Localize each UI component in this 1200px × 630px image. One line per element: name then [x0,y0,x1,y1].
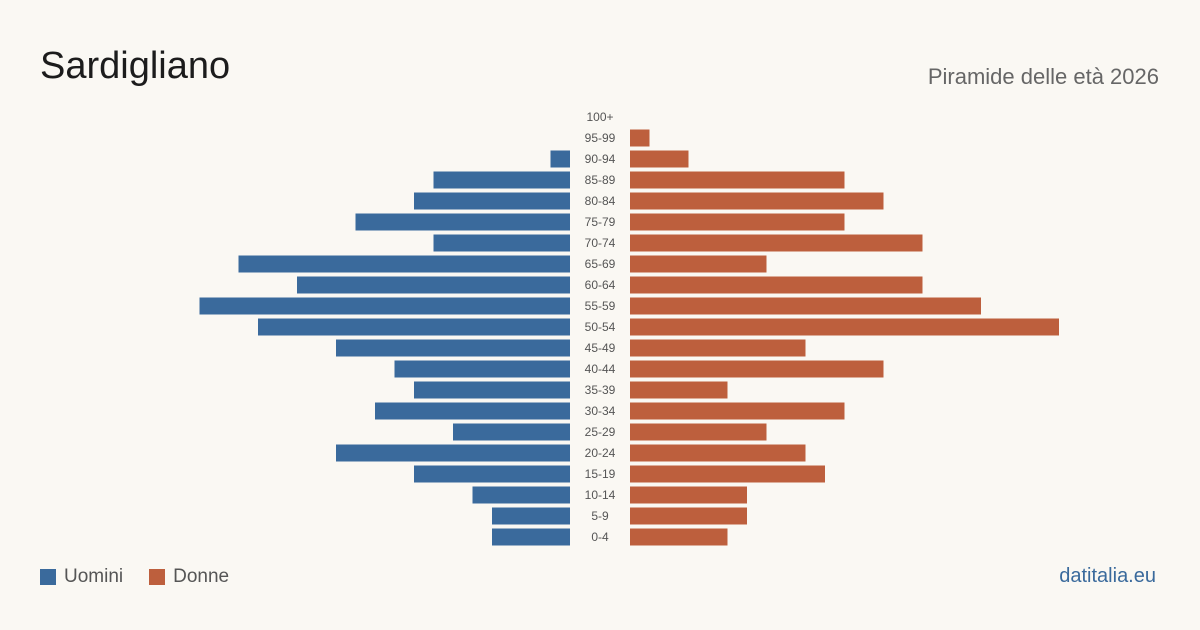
bar-male [375,402,570,420]
bar-female [630,234,923,252]
bar-female [630,255,767,273]
bar-male [199,297,570,315]
bar-female [630,339,806,357]
age-group-label: 35-39 [585,383,616,397]
bar-female [630,465,825,483]
bar-female [630,423,767,441]
bar-male [297,276,570,294]
bar-female [630,381,728,399]
bar-male [472,486,570,504]
bar-male [394,360,570,378]
bar-male [492,507,570,525]
age-group-label: 75-79 [585,215,616,229]
bar-female [630,171,845,189]
page-title: Sardigliano [40,45,231,87]
age-group-label: 30-34 [585,404,616,418]
bar-male [414,465,570,483]
bar-female [630,297,981,315]
age-group-label: 40-44 [585,362,616,376]
age-group-label: 95-99 [585,131,616,145]
bar-male [433,171,570,189]
age-group-label: 45-49 [585,341,616,355]
age-group-label: 55-59 [585,299,616,313]
legend-label-female: Donne [173,566,230,587]
age-group-label: 25-29 [585,425,616,439]
age-group-label: 70-74 [585,236,616,250]
age-group-label: 65-69 [585,257,616,271]
age-group-label: 20-24 [585,446,616,460]
source-link[interactable]: datitalia.eu [1059,565,1156,587]
bar-male [238,255,570,273]
bar-female [630,360,884,378]
age-group-label: 100+ [586,110,613,124]
bar-female [630,213,845,231]
bar-male [492,528,570,546]
bar-female [630,192,884,210]
legend-label-male: Uomini [64,566,124,587]
legend: Uomini Donne [40,566,255,588]
chart-subtitle: Piramide delle età 2026 [927,64,1159,89]
age-group-label: 15-19 [585,467,616,481]
bar-female [630,318,1059,336]
bar-female [630,276,923,294]
bar-male [433,234,570,252]
age-group-label: 80-84 [585,194,616,208]
bar-female [630,402,845,420]
legend-swatch-male [40,569,56,585]
bar-female [630,528,728,546]
bar-male [355,213,570,231]
legend-item-female: Donne [149,566,229,588]
age-group-label: 85-89 [585,173,616,187]
bar-male [414,381,570,399]
age-group-label: 90-94 [585,152,616,166]
bar-female [630,444,806,462]
bar-male [258,318,570,336]
bar-male [550,150,570,168]
bar-male [414,192,570,210]
bar-female [630,129,650,147]
age-group-label: 10-14 [585,488,616,502]
age-group-label: 60-64 [585,278,616,292]
bar-male [336,444,570,462]
legend-item-male: Uomini [40,566,123,588]
bar-male [453,423,570,441]
bar-female [630,486,747,504]
bar-female [630,507,747,525]
bar-female [630,150,689,168]
age-group-label: 5-9 [591,509,609,523]
age-group-label: 0-4 [591,530,609,544]
age-group-label: 50-54 [585,320,616,334]
legend-swatch-female [149,569,166,585]
bar-male [336,339,570,357]
